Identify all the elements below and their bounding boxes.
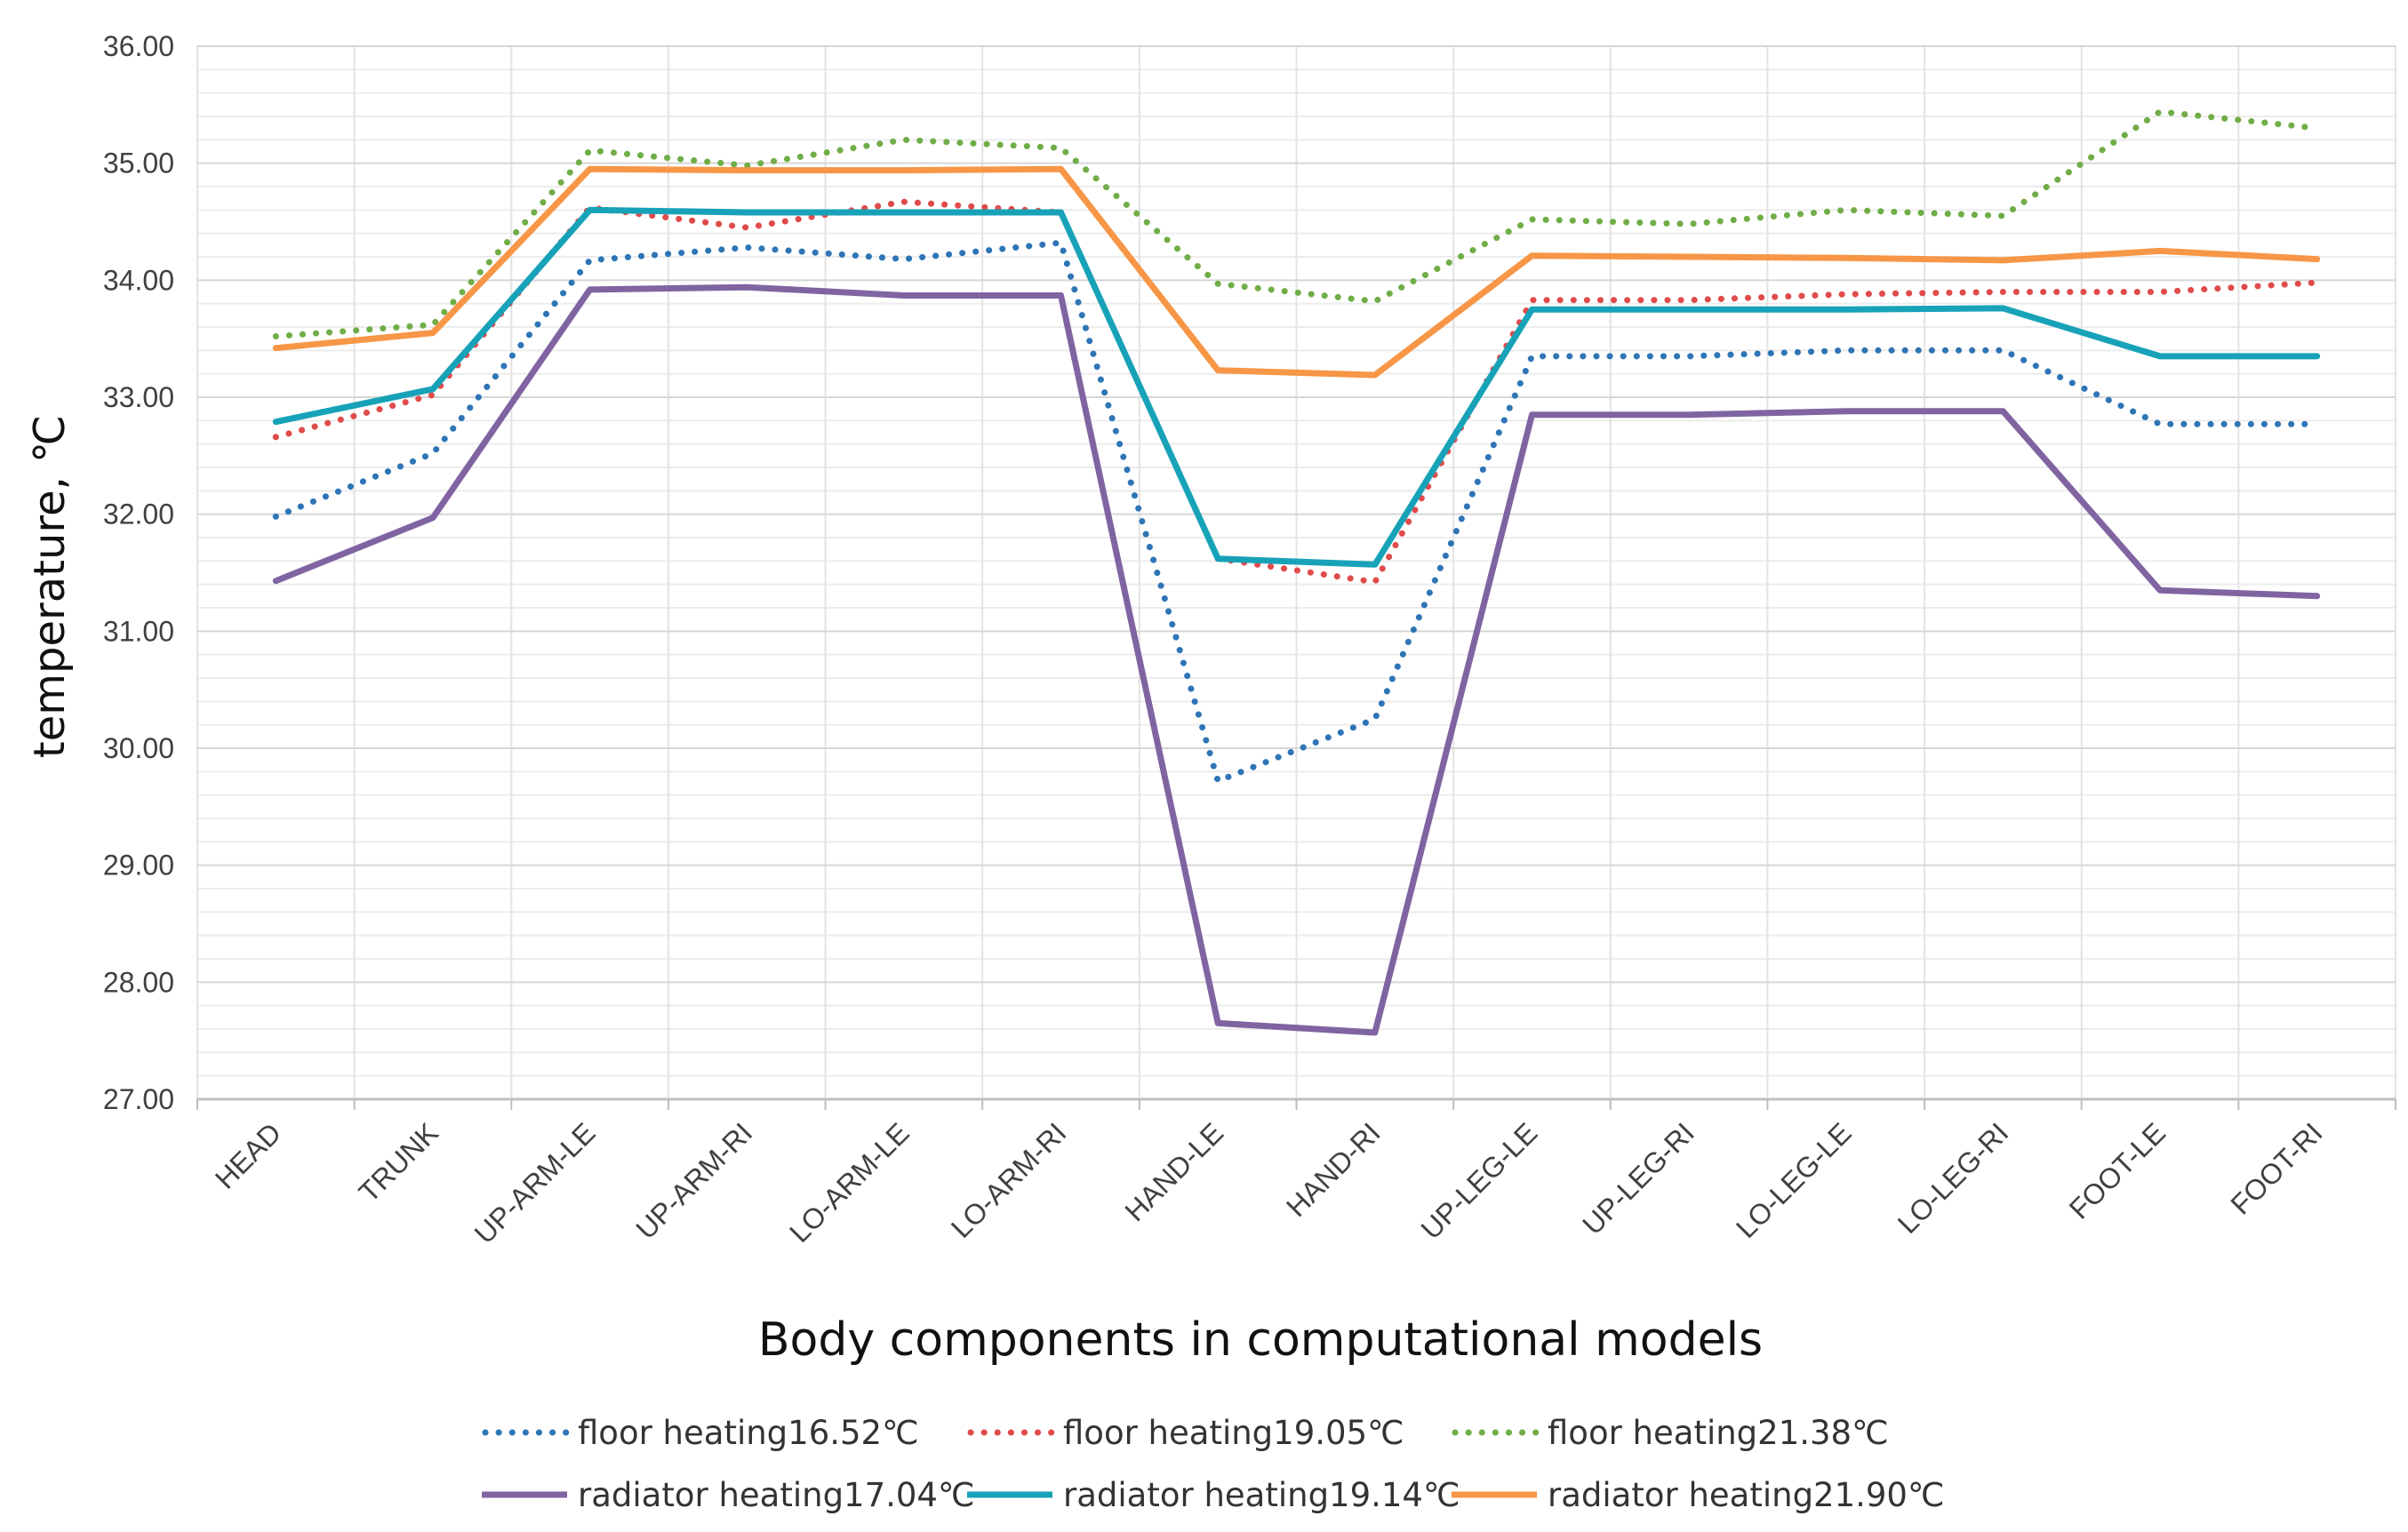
- y-tick-label: 27.00: [103, 1083, 174, 1115]
- series-line-4: [272, 283, 2321, 1036]
- x-axis-title: Body components in computational models: [758, 1313, 1763, 1367]
- y-tick-label: 35.00: [103, 148, 174, 180]
- legend-label-2: floor heating19.05℃: [1063, 1414, 1404, 1452]
- y-tick-label: 29.00: [103, 850, 174, 882]
- series-line-6: [272, 165, 2321, 379]
- y-tick-label: 30.00: [103, 732, 174, 764]
- x-axis: [196, 1097, 2396, 1110]
- legend-label-1: floor heating16.52℃: [578, 1414, 919, 1452]
- legend-label-6: radiator heating21.90℃: [1548, 1476, 1945, 1514]
- legend: floor heating16.52℃ floor heating19.05℃ fl…: [482, 1414, 1945, 1514]
- series-line-2: [272, 198, 2321, 586]
- series-line-3: [272, 108, 2321, 339]
- y-tick-label: 32.00: [103, 499, 174, 531]
- y-axis-title: temperature, ℃: [25, 415, 75, 758]
- y-tick-label: 36.00: [103, 30, 174, 62]
- y-tick-label: 33.00: [103, 381, 174, 413]
- y-tick-label: 31.00: [103, 615, 174, 647]
- y-tick-label: 34.00: [103, 264, 174, 296]
- y-axis-tick-labels: 27.00 28.00 29.00 30.00 31.00 32.00 33.00 34.00…: [103, 30, 174, 1115]
- series-line-1: [272, 239, 2321, 785]
- major-gridlines: [197, 45, 2396, 1100]
- legend-label-4: radiator heating17.04℃: [578, 1476, 975, 1514]
- series-line-5: [272, 206, 2321, 568]
- legend-label-5: radiator heating19.14℃: [1063, 1476, 1460, 1514]
- y-tick-label: 28.00: [103, 966, 174, 998]
- series-lines: [272, 108, 2321, 1036]
- legend-label-3: floor heating21.38℃: [1548, 1414, 1889, 1452]
